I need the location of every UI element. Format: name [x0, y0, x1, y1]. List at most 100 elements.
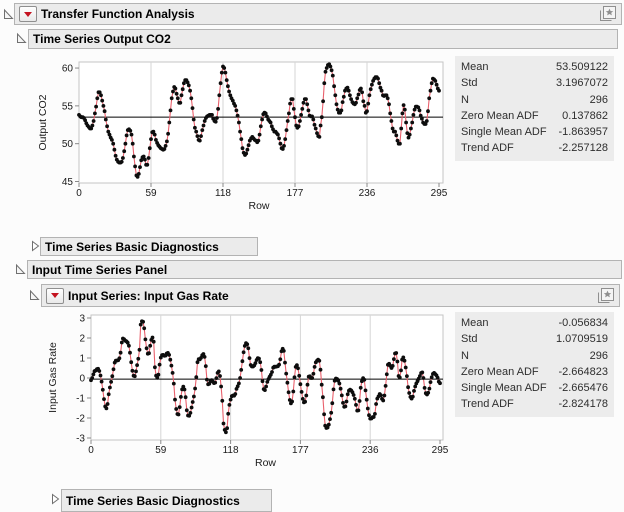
- data-point[interactable]: [322, 412, 326, 417]
- data-point[interactable]: [91, 372, 96, 377]
- data-point[interactable]: [234, 108, 239, 113]
- data-point[interactable]: [305, 102, 310, 107]
- data-point[interactable]: [197, 138, 202, 143]
- data-points[interactable]: [89, 319, 442, 435]
- data-point[interactable]: [278, 357, 283, 362]
- data-point[interactable]: [367, 93, 372, 98]
- data-point[interactable]: [139, 158, 144, 163]
- data-point[interactable]: [291, 107, 296, 111]
- data-point[interactable]: [165, 139, 169, 144]
- data-point[interactable]: [201, 352, 206, 356]
- data-point[interactable]: [129, 360, 134, 365]
- data-point[interactable]: [118, 350, 123, 355]
- data-point[interactable]: [132, 374, 137, 379]
- data-point[interactable]: [298, 119, 302, 123]
- data-point[interactable]: [235, 384, 240, 389]
- data-point[interactable]: [216, 107, 221, 111]
- data-point[interactable]: [277, 136, 281, 141]
- data-point[interactable]: [403, 365, 408, 370]
- data-point[interactable]: [219, 70, 224, 75]
- data-point[interactable]: [433, 79, 438, 83]
- data-point[interactable]: [390, 364, 395, 368]
- data-point[interactable]: [330, 401, 335, 406]
- data-point[interactable]: [410, 394, 415, 399]
- data-point[interactable]: [93, 111, 97, 116]
- data-point[interactable]: [416, 105, 421, 110]
- data-point[interactable]: [106, 392, 111, 397]
- data-point[interactable]: [195, 134, 200, 139]
- data-point[interactable]: [155, 375, 160, 380]
- data-point[interactable]: [263, 388, 267, 392]
- data-point[interactable]: [407, 132, 412, 137]
- data-point[interactable]: [90, 123, 95, 128]
- data-point[interactable]: [381, 398, 386, 403]
- data-point[interactable]: [277, 362, 281, 367]
- data-point[interactable]: [213, 380, 218, 385]
- data-point[interactable]: [355, 96, 360, 101]
- data-point[interactable]: [179, 93, 184, 98]
- data-point[interactable]: [401, 355, 406, 360]
- bookmark-report-icon[interactable]: [597, 5, 617, 23]
- data-point[interactable]: [142, 326, 147, 331]
- data-point[interactable]: [194, 375, 199, 380]
- data-point[interactable]: [310, 376, 315, 380]
- data-point[interactable]: [200, 128, 205, 133]
- data-point[interactable]: [171, 381, 176, 386]
- data-point[interactable]: [128, 350, 132, 355]
- data-point[interactable]: [218, 374, 222, 378]
- data-point[interactable]: [393, 129, 397, 134]
- data-point[interactable]: [150, 335, 155, 340]
- data-point[interactable]: [417, 108, 422, 113]
- data-point[interactable]: [99, 379, 104, 384]
- data-point[interactable]: [143, 157, 147, 162]
- data-point[interactable]: [169, 96, 174, 101]
- data-point[interactable]: [418, 113, 423, 118]
- data-point[interactable]: [311, 371, 316, 376]
- data-point[interactable]: [216, 369, 221, 374]
- data-point[interactable]: [389, 119, 394, 123]
- data-point[interactable]: [94, 104, 98, 109]
- data-point[interactable]: [406, 135, 411, 140]
- data-point[interactable]: [130, 141, 135, 146]
- data-point[interactable]: [220, 398, 225, 403]
- data-point[interactable]: [263, 111, 268, 116]
- data-point[interactable]: [319, 115, 324, 120]
- data-point[interactable]: [180, 87, 185, 92]
- data-point[interactable]: [332, 84, 336, 89]
- data-point[interactable]: [390, 126, 395, 131]
- data-point[interactable]: [323, 69, 328, 74]
- data-point[interactable]: [410, 120, 415, 125]
- data-point[interactable]: [237, 120, 241, 125]
- data-point[interactable]: [91, 119, 96, 123]
- disclosure-collapsed-icon[interactable]: [30, 240, 41, 252]
- data-point[interactable]: [186, 83, 191, 88]
- data-point[interactable]: [213, 119, 218, 124]
- data-point[interactable]: [102, 397, 106, 401]
- data-point[interactable]: [228, 397, 233, 402]
- data-point[interactable]: [260, 379, 265, 384]
- data-point[interactable]: [378, 85, 383, 90]
- data-point[interactable]: [325, 425, 330, 430]
- data-point[interactable]: [412, 389, 416, 393]
- data-point[interactable]: [227, 403, 232, 407]
- outline-header-diagnostics-2[interactable]: Time Series Basic Diagnostics: [61, 489, 272, 512]
- data-point[interactable]: [351, 393, 356, 397]
- data-point[interactable]: [240, 146, 245, 151]
- data-point[interactable]: [434, 82, 439, 87]
- data-point[interactable]: [339, 393, 344, 398]
- data-point[interactable]: [306, 108, 311, 113]
- data-point[interactable]: [184, 408, 189, 413]
- data-point[interactable]: [146, 156, 151, 160]
- data-point[interactable]: [343, 404, 348, 409]
- data-point[interactable]: [247, 356, 252, 360]
- data-point[interactable]: [193, 125, 197, 130]
- data-point[interactable]: [89, 126, 94, 131]
- data-point[interactable]: [340, 100, 345, 104]
- outline-header-diagnostics-1[interactable]: Time Series Basic Diagnostics: [40, 237, 258, 256]
- data-point[interactable]: [297, 373, 302, 378]
- data-point[interactable]: [227, 89, 232, 94]
- data-point[interactable]: [435, 375, 440, 380]
- data-point[interactable]: [193, 386, 198, 391]
- data-point[interactable]: [304, 97, 308, 101]
- data-point[interactable]: [402, 107, 407, 112]
